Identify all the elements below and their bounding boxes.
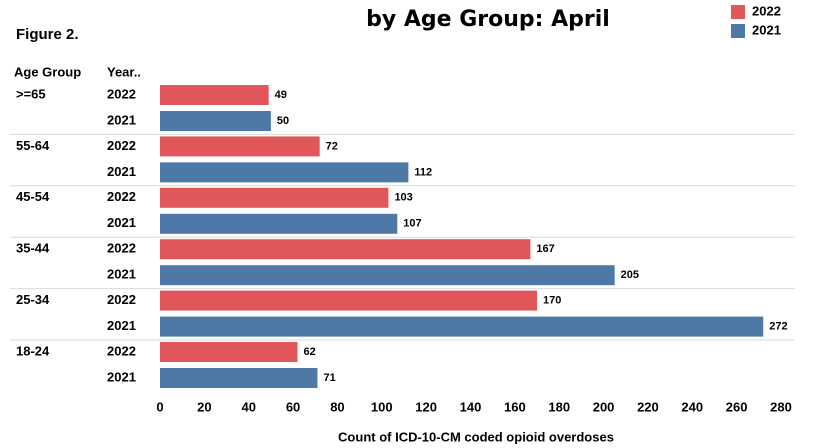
value-label: 50	[277, 115, 289, 127]
year-label: 2022	[107, 292, 136, 307]
value-label: 103	[394, 192, 412, 204]
bar	[160, 239, 531, 260]
x-tick-label: 100	[371, 399, 393, 414]
category-label: 18-24	[16, 343, 50, 358]
bar	[160, 265, 615, 286]
year-label: 2022	[107, 189, 136, 204]
value-label: 49	[275, 89, 287, 101]
x-tick-label: 60	[286, 399, 300, 414]
value-label: 205	[621, 269, 639, 281]
x-tick-label: 120	[415, 399, 437, 414]
value-label: 170	[543, 295, 561, 307]
bar	[160, 342, 298, 362]
year-label: 2021	[107, 164, 136, 179]
year-label: 2021	[107, 215, 136, 230]
value-label: 71	[323, 372, 335, 384]
value-label: 272	[769, 321, 787, 333]
x-tick-label: 260	[726, 399, 748, 414]
x-tick-label: 80	[330, 399, 344, 414]
year-label: 2022	[107, 241, 136, 256]
bar	[160, 368, 318, 388]
category-label: 45-54	[16, 189, 50, 204]
legend-label: 2022	[752, 3, 781, 18]
bar	[160, 316, 764, 337]
x-axis-label: Count of ICD-10-CM coded opioid overdose…	[338, 429, 614, 444]
bar	[160, 136, 320, 157]
year-label: 2021	[107, 112, 136, 127]
bar	[160, 213, 398, 234]
year-label: 2021	[107, 267, 136, 282]
value-label: 167	[536, 243, 554, 255]
year-label: 2022	[107, 86, 136, 101]
bar	[160, 187, 389, 208]
value-label: 72	[326, 140, 338, 152]
value-label: 107	[403, 218, 421, 230]
column-header: Year..	[107, 64, 141, 79]
x-tick-label: 280	[770, 399, 792, 414]
year-label: 2021	[107, 369, 136, 384]
bar	[160, 85, 269, 105]
x-tick-label: 160	[504, 399, 526, 414]
chart-title: by Age Group: April	[366, 7, 610, 32]
figure-label: Figure 2.	[16, 26, 79, 43]
category-label: 35-44	[16, 241, 50, 256]
x-tick-label: 200	[593, 399, 615, 414]
row-header: Age Group	[14, 64, 81, 79]
x-tick-label: 240	[681, 399, 703, 414]
bar	[160, 290, 538, 311]
legend-swatch	[731, 5, 745, 19]
year-label: 2022	[107, 138, 136, 153]
x-tick-label: 0	[156, 399, 163, 414]
legend-swatch	[731, 24, 745, 38]
legend-label: 2021	[752, 22, 781, 37]
x-tick-label: 20	[197, 399, 211, 414]
year-label: 2021	[107, 318, 136, 333]
x-tick-label: 140	[460, 399, 482, 414]
category-label: >=65	[16, 86, 46, 101]
category-label: 55-64	[16, 138, 50, 153]
year-label: 2022	[107, 343, 136, 358]
value-label: 112	[414, 166, 432, 178]
category-label: 25-34	[16, 292, 50, 307]
x-tick-label: 220	[637, 399, 659, 414]
x-tick-label: 180	[548, 399, 570, 414]
x-tick-label: 40	[241, 399, 255, 414]
bar	[160, 111, 271, 131]
value-label: 62	[304, 346, 316, 358]
bar	[160, 162, 409, 183]
